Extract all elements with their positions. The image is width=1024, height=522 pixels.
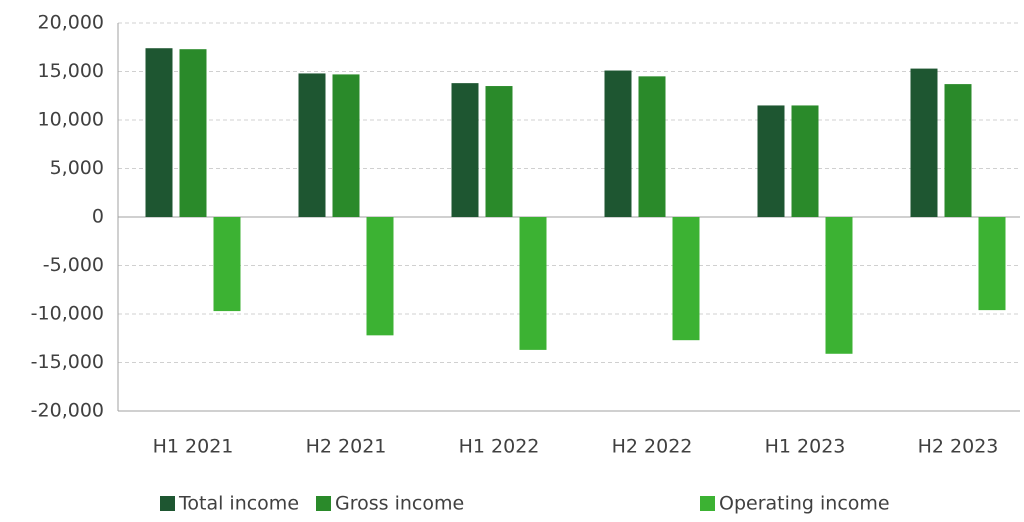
bar: [757, 105, 785, 217]
x-tick-label: H1 2022: [459, 436, 540, 458]
y-tick-label: 0: [92, 206, 104, 228]
bar: [485, 86, 513, 217]
y-tick-label: -10,000: [31, 303, 104, 325]
bar: [978, 217, 1006, 311]
y-tick-label: -15,000: [31, 351, 104, 373]
x-tick-label: H1 2023: [765, 436, 846, 458]
y-tick-label: 5,000: [50, 157, 104, 179]
bar: [451, 83, 479, 217]
bar: [791, 105, 819, 217]
x-tick-label: H2 2022: [612, 436, 693, 458]
y-tick-label: 10,000: [38, 109, 104, 131]
bar: [332, 74, 360, 217]
bar: [145, 48, 173, 217]
bar: [825, 217, 853, 354]
x-tick-label: H2 2023: [918, 436, 999, 458]
bar: [179, 49, 207, 217]
y-tick-label: -5,000: [43, 254, 104, 276]
legend-label: Gross income: [335, 493, 464, 515]
legend-swatch: [316, 496, 331, 511]
bar: [213, 217, 241, 312]
bar: [519, 217, 547, 350]
bar: [638, 76, 666, 217]
y-tick-label: 15,000: [38, 60, 104, 82]
bar: [910, 68, 938, 217]
legend-label: Operating income: [719, 493, 890, 515]
x-tick-label: H1 2021: [153, 436, 234, 458]
bar: [604, 70, 632, 217]
legend-label: Total income: [178, 493, 299, 515]
bar: [672, 217, 700, 341]
bar: [298, 73, 326, 217]
bar: [944, 84, 972, 217]
y-tick-label: 20,000: [38, 12, 104, 34]
y-tick-label: -20,000: [31, 400, 104, 422]
x-tick-label: H2 2021: [306, 436, 387, 458]
legend-swatch: [700, 496, 715, 511]
bar: [366, 217, 394, 336]
legend-swatch: [160, 496, 175, 511]
